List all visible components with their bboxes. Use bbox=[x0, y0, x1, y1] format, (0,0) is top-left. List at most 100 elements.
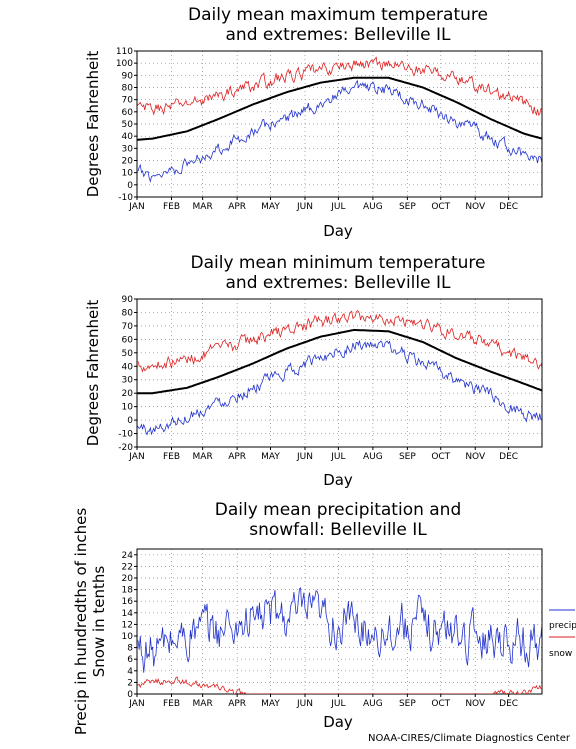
legend-label-snow: snow bbox=[549, 649, 572, 659]
chart-title-line1: Daily mean minimum temperature bbox=[191, 253, 486, 273]
y-tick-label: 10 bbox=[122, 169, 134, 179]
y-tick-label: 18 bbox=[122, 586, 134, 596]
y-axis-label: Degrees Fahrenheit bbox=[84, 51, 102, 198]
series-line-snow bbox=[137, 676, 542, 694]
y-tick-label: 10 bbox=[122, 403, 134, 413]
x-tick-label-jun: JUN bbox=[296, 202, 313, 212]
x-tick-label-aug: AUG bbox=[363, 699, 383, 709]
y-tick-label: 6 bbox=[127, 655, 133, 665]
x-tick-label-jul: JUL bbox=[330, 452, 345, 462]
y-tick-label: 20 bbox=[122, 157, 134, 167]
x-tick-label-oct: OCT bbox=[431, 452, 450, 462]
y-tick-label: 8 bbox=[127, 644, 133, 654]
y-tick-label: 4 bbox=[127, 667, 133, 677]
x-tick-label-apr: APR bbox=[228, 452, 246, 462]
y-tick-label: 10 bbox=[122, 632, 134, 642]
x-tick-label-feb: FEB bbox=[163, 452, 180, 462]
x-tick-label-apr: APR bbox=[228, 699, 246, 709]
x-tick-label-nov: NOV bbox=[465, 202, 486, 212]
x-tick-label-mar: MAR bbox=[193, 452, 213, 462]
chart-title-line1: Daily mean precipitation and bbox=[215, 500, 462, 520]
series-line-low bbox=[137, 79, 542, 183]
chart-title-line2: and extremes: Belleville IL bbox=[226, 25, 451, 45]
series-line-high bbox=[137, 310, 542, 373]
x-tick-label-feb: FEB bbox=[163, 699, 180, 709]
y-tick-label: 20 bbox=[122, 574, 134, 584]
y-tick-label: 20 bbox=[122, 389, 134, 399]
y-tick-label: 0 bbox=[127, 416, 133, 426]
x-tick-label-nov: NOV bbox=[465, 452, 486, 462]
x-tick-label-jan: JAN bbox=[128, 452, 144, 462]
y-tick-label: 30 bbox=[122, 144, 134, 154]
credit-text: NOAA-CIRES/Climate Diagnostics Center bbox=[368, 733, 571, 744]
y-tick-label: 22 bbox=[122, 562, 133, 572]
y-tick-label: 70 bbox=[122, 322, 134, 332]
x-tick-label-mar: MAR bbox=[193, 202, 213, 212]
y-tick-label: 100 bbox=[116, 59, 133, 69]
y-tick-label: 12 bbox=[122, 620, 133, 630]
plot-frame bbox=[136, 548, 543, 695]
y-tick-label: 30 bbox=[122, 376, 134, 386]
x-tick-label-oct: OCT bbox=[431, 202, 450, 212]
y-tick-label: 24 bbox=[122, 551, 134, 561]
y-tick-label: 40 bbox=[122, 132, 134, 142]
y-axis-label: Degrees Fahrenheit bbox=[84, 300, 102, 447]
series-line-mean bbox=[137, 328, 542, 395]
x-tick-label-jul: JUL bbox=[330, 699, 345, 709]
x-tick-label-nov: NOV bbox=[465, 699, 486, 709]
x-tick-label-jan: JAN bbox=[128, 202, 144, 212]
plot-frame bbox=[136, 298, 543, 448]
y-tick-label: 110 bbox=[116, 47, 133, 57]
y-tick-label: 90 bbox=[122, 71, 134, 81]
grid bbox=[137, 50, 542, 198]
x-tick-label-feb: FEB bbox=[163, 202, 180, 212]
y-tick-label: -20 bbox=[118, 443, 133, 453]
chart-title-line2: snowfall: Belleville IL bbox=[249, 520, 427, 540]
y-tick-label: -10 bbox=[118, 193, 133, 203]
y-tick-label: 60 bbox=[122, 335, 134, 345]
x-tick-label-mar: MAR bbox=[193, 699, 213, 709]
chart-title-line1: Daily mean maximum temperature bbox=[188, 5, 488, 25]
y-tick-label: 40 bbox=[122, 362, 134, 372]
x-tick-label-aug: AUG bbox=[363, 452, 383, 462]
y-tick-label: 60 bbox=[122, 108, 134, 118]
y-tick-label: 16 bbox=[122, 597, 134, 607]
x-tick-label-dec: DEC bbox=[499, 202, 518, 212]
x-axis-label: Day bbox=[323, 222, 353, 240]
grid bbox=[137, 549, 542, 695]
x-tick-label-jan: JAN bbox=[128, 699, 144, 709]
x-tick-label-jun: JUN bbox=[296, 699, 313, 709]
grid bbox=[137, 298, 542, 448]
x-tick-label-dec: DEC bbox=[499, 699, 518, 709]
x-tick-label-may: MAY bbox=[261, 202, 280, 212]
y-tick-label: 70 bbox=[122, 96, 134, 106]
x-tick-label-may: MAY bbox=[261, 699, 280, 709]
y-tick-label: 80 bbox=[122, 308, 134, 318]
x-tick-label-dec: DEC bbox=[499, 452, 518, 462]
x-axis-label: Day bbox=[323, 471, 353, 489]
y-tick-label: 2 bbox=[127, 678, 133, 688]
y-tick-label: 0 bbox=[127, 690, 133, 700]
series-line-high bbox=[137, 56, 542, 117]
x-tick-label-jun: JUN bbox=[296, 452, 313, 462]
x-tick-label-sep: SEP bbox=[399, 699, 416, 709]
legend-label-precip: precip bbox=[549, 621, 576, 631]
y-tick-label: -10 bbox=[118, 430, 133, 440]
y-tick-label: 50 bbox=[122, 120, 134, 130]
x-tick-label-sep: SEP bbox=[399, 202, 416, 212]
legend: precip snow bbox=[549, 609, 576, 659]
y-tick-label: 90 bbox=[122, 295, 134, 305]
x-tick-label-aug: AUG bbox=[363, 202, 383, 212]
series-line-low bbox=[137, 340, 542, 436]
series-line-precip bbox=[137, 586, 542, 673]
y-axis-label-line1: Precip in hundredths of inches bbox=[72, 508, 90, 735]
x-tick-label-apr: APR bbox=[228, 202, 246, 212]
x-tick-label-sep: SEP bbox=[399, 452, 416, 462]
x-tick-label-oct: OCT bbox=[431, 699, 450, 709]
chart-title-line2: and extremes: Belleville IL bbox=[226, 273, 451, 293]
